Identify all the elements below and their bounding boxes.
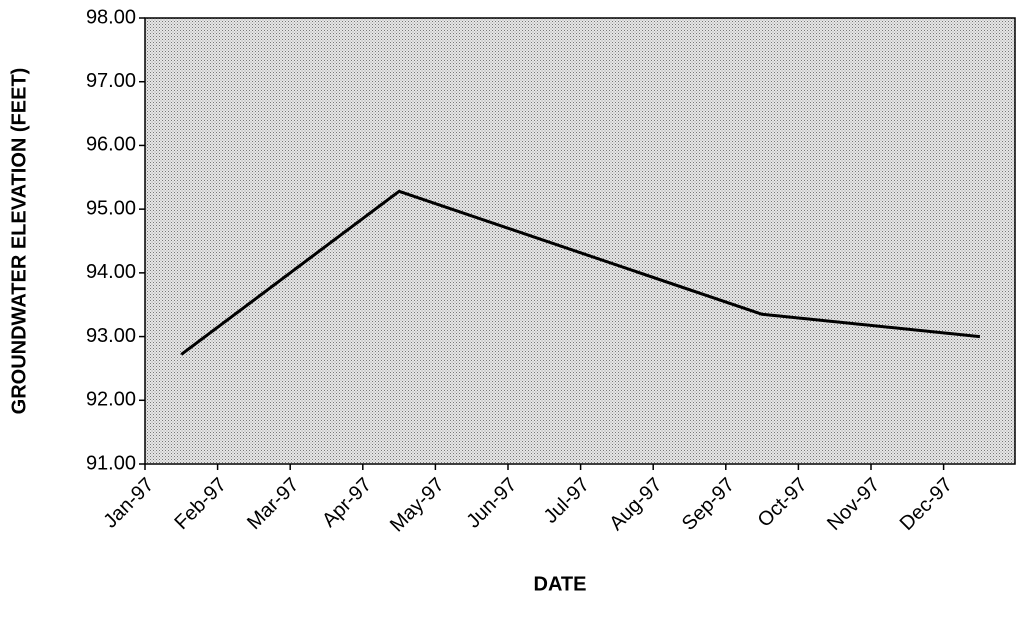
x-tick-label: Apr-97 [318, 474, 376, 532]
x-tick-label: Nov-97 [823, 474, 884, 535]
y-tick-label: 94.00 [86, 261, 136, 283]
y-tick-label: 92.00 [86, 389, 136, 411]
x-tick-label: Aug-97 [605, 474, 666, 535]
data-line [180, 189, 981, 356]
x-tick-label: Jun-97 [462, 474, 521, 533]
x-tick-label: Sep-97 [678, 474, 739, 535]
plot-area [144, 17, 1016, 465]
y-axis-label: GROUNDWATER ELEVATION (FEET) [8, 68, 30, 415]
y-tick-label: 98.00 [86, 6, 136, 28]
y-tick-label: 91.00 [86, 452, 136, 474]
x-tick-label: Jan-97 [99, 474, 158, 533]
x-axis-label: DATE [534, 573, 587, 595]
x-tick-label: Mar-97 [243, 474, 303, 534]
y-tick-label: 97.00 [86, 70, 136, 92]
y-tick-label: 95.00 [86, 197, 136, 219]
x-tick-label: Dec-97 [896, 474, 957, 535]
y-tick-label: 93.00 [86, 325, 136, 347]
x-tick-label: Feb-97 [171, 474, 231, 534]
x-tick-label: Oct-97 [754, 474, 812, 532]
x-tick-label: Jul-97 [540, 474, 594, 528]
x-tick-label: May-97 [386, 474, 449, 537]
y-tick-label: 96.00 [86, 134, 136, 156]
